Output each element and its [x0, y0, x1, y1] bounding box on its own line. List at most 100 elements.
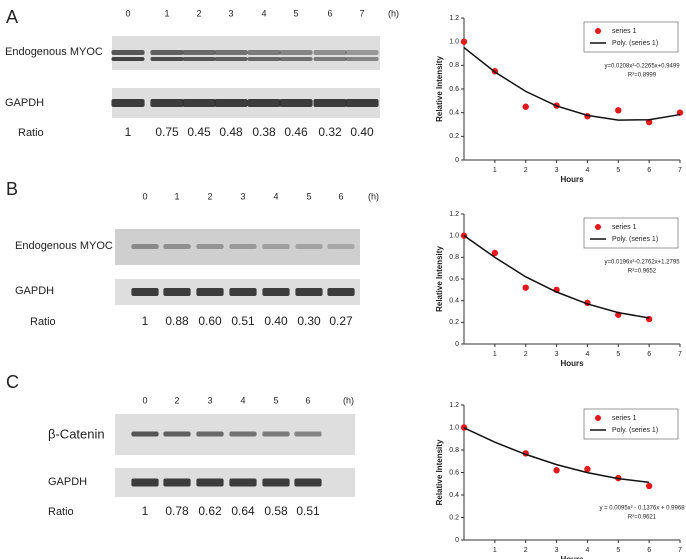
blot-band: [214, 57, 248, 61]
y-tick-label: 1.2: [449, 402, 459, 409]
blot-band: [247, 99, 281, 107]
blot-band: [295, 288, 323, 296]
blot-band: [229, 244, 257, 249]
equation: y=0.0196x²-0.2762x+1.2795: [604, 260, 680, 266]
time-label: 2: [207, 191, 212, 201]
y-tick-label: 0.6: [449, 276, 459, 283]
y-axis-label: Relative Intensity: [435, 246, 444, 312]
x-tick-label: 5: [616, 351, 620, 358]
ratio-value: 1: [142, 504, 149, 518]
ratio-value: 0.40: [350, 125, 374, 139]
ratio-value: 0.58: [264, 504, 288, 518]
blot-band: [196, 288, 224, 296]
data-point: [645, 482, 653, 490]
x-tick-label: 6: [647, 547, 651, 554]
equation: y = 0.0095x² - 0.1376x + 0.9968: [599, 506, 685, 512]
blot-band: [196, 431, 224, 437]
legend-label: Poly. (series 1): [612, 427, 658, 434]
blot-band: [327, 288, 355, 296]
x-tick-label: 2: [524, 547, 528, 554]
blot-band: [345, 57, 379, 61]
y-tick-label: 1.0: [449, 39, 459, 46]
legend-label: series 1: [612, 28, 637, 35]
y-tick-label: 1.0: [449, 233, 459, 240]
blot-band: [163, 244, 191, 249]
x-axis-label: Hours: [560, 555, 584, 559]
x-tick-label: 4: [585, 547, 589, 554]
ratio-value: 0.30: [297, 314, 321, 328]
blot-band: [313, 50, 347, 55]
time-label: 6: [305, 395, 310, 405]
blot-band: [163, 288, 191, 296]
blot-band: [294, 431, 322, 437]
blot-band: [131, 431, 159, 437]
data-point: [553, 467, 560, 474]
x-tick-label: 1: [493, 167, 497, 174]
y-tick-label: 1.2: [449, 15, 459, 22]
blot-band: [279, 57, 313, 61]
x-tick-label: 2: [524, 351, 528, 358]
blot-band: [182, 50, 216, 55]
data-point: [522, 284, 529, 291]
blot-band: [229, 431, 257, 437]
time-label: 5: [273, 395, 278, 405]
ratio-value: 0.51: [296, 504, 320, 518]
time-label: 7: [359, 8, 364, 18]
y-tick-label: 1.2: [449, 211, 459, 218]
y-tick-label: 0.8: [449, 447, 459, 454]
data-point: [584, 465, 591, 473]
blot-band: [150, 50, 184, 55]
r-squared: R²=0.9621: [628, 515, 657, 521]
ratio-value: 0.62: [198, 504, 222, 518]
time-label: 0: [142, 191, 147, 201]
blot-band: [131, 244, 159, 249]
ratio-value: 1: [125, 125, 132, 139]
fit-line: [463, 46, 681, 121]
ratio-value: 0.32: [318, 125, 342, 139]
blot-band: [182, 57, 216, 61]
row-label: GAPDH: [5, 97, 44, 109]
time-label: 1: [164, 8, 169, 18]
ratio-value: 0.78: [165, 504, 189, 518]
ratio-value: 0.38: [252, 125, 276, 139]
ratio-value: 0.45: [187, 125, 211, 139]
y-tick-label: 0.6: [449, 86, 459, 93]
blot-band: [111, 50, 145, 55]
y-tick-label: 0.2: [449, 133, 459, 140]
blot-band: [229, 478, 257, 487]
r-squared: R²=0.8999: [628, 73, 657, 79]
time-label: 3: [228, 8, 233, 18]
blot-band: [262, 244, 290, 249]
legend-box: [583, 408, 679, 440]
x-tick-label: 5: [616, 547, 620, 554]
y-tick-label: 0: [455, 341, 459, 348]
legend-marker: [595, 224, 601, 230]
time-label: 4: [240, 395, 245, 405]
time-label: 4: [261, 8, 266, 18]
blot-band: [196, 478, 224, 487]
blot-band: [345, 99, 379, 107]
panel-letter: A: [6, 7, 18, 27]
blot-band: [163, 431, 191, 437]
time-unit: (h): [343, 395, 354, 405]
blot-band: [262, 478, 290, 487]
ratio-value: 0.88: [165, 314, 189, 328]
time-label: 0: [125, 8, 130, 18]
time-label: 2: [174, 395, 179, 405]
x-axis-label: Hours: [560, 359, 584, 368]
y-tick-label: 0: [455, 157, 459, 164]
equation: y=0.0208x²-0.2265x+0.9499: [604, 64, 680, 70]
ratio-label: Ratio: [30, 316, 56, 328]
time-unit: (h): [388, 8, 399, 18]
x-tick-label: 4: [585, 167, 589, 174]
panel-letter: B: [6, 179, 18, 199]
fit-line: [463, 235, 650, 319]
blot-band: [214, 99, 248, 107]
legend-box: [583, 21, 679, 53]
x-tick-label: 1: [493, 351, 497, 358]
y-tick-label: 0.4: [449, 110, 459, 117]
blot-band: [111, 99, 145, 107]
blot-band: [214, 50, 248, 55]
blot-band: [294, 478, 322, 487]
x-tick-label: 2: [524, 167, 528, 174]
